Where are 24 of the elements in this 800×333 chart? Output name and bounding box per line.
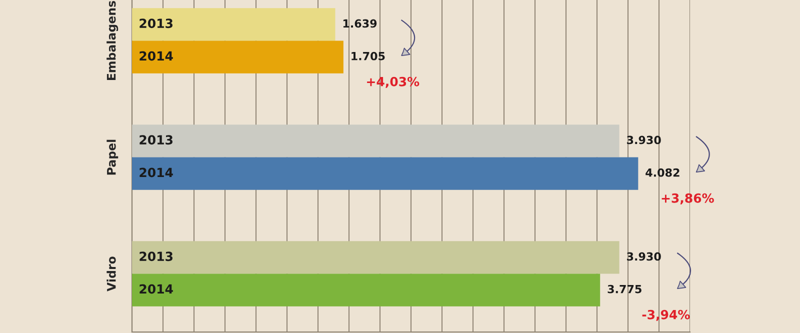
annotation: +4,03% [367, 76, 420, 88]
y-tick-label: Vidro [106, 256, 116, 292]
data-label: 1.639 [343, 19, 377, 28]
bar [132, 8, 336, 41]
bar [132, 124, 620, 158]
bar [132, 274, 600, 306]
bar [132, 241, 620, 274]
bar [132, 157, 638, 190]
annotation: +3,86% [662, 193, 714, 204]
data-label: 3.930 [627, 252, 661, 261]
data-label: 4.082 [646, 168, 680, 177]
series-label: 2013 [140, 18, 172, 28]
data-label: 3.930 [627, 136, 661, 144]
y-tick-label: Embalagens [106, 0, 118, 80]
text: 2013 [140, 252, 172, 262]
text: 2014 [140, 284, 173, 294]
annotation: -3,94% [642, 310, 690, 321]
text: 2014 [140, 168, 173, 178]
data-label: 1.705 [352, 52, 385, 60]
text: 2013 [140, 135, 172, 145]
y-tick-label: Papel [106, 140, 118, 175]
bar [132, 40, 344, 74]
series-label: 2014 [140, 51, 173, 61]
data-label: 3.775 [608, 284, 642, 294]
